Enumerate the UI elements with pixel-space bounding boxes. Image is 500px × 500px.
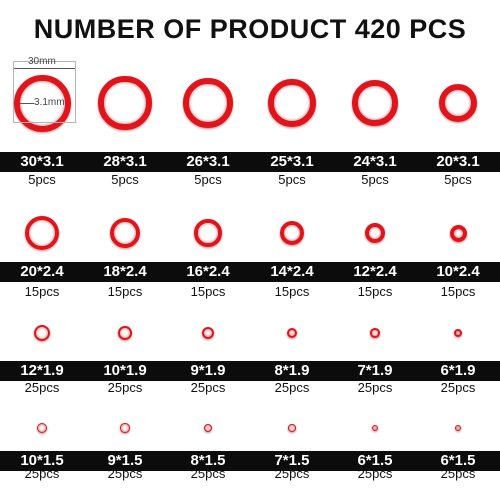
size-bar: 30*3.1 28*3.1 26*3.1 25*3.1 24*3.1 20*3.1 [0, 152, 500, 172]
quantity-label: 5pcs [444, 172, 472, 187]
o-ring [13, 74, 71, 132]
size-label: 24*3.1 [353, 153, 397, 170]
thickness-line [20, 103, 34, 104]
o-ring [268, 79, 316, 127]
quantity-label: 25pcs [24, 380, 60, 395]
o-ring [98, 76, 152, 130]
quantity-label: 15pcs [190, 284, 226, 299]
measure-box [13, 61, 76, 123]
o-ring [194, 219, 222, 247]
size-bar: 12*1.9 10*1.9 9*1.9 8*1.9 7*1.9 6*1.9 [0, 361, 500, 381]
size-label: 20*2.4 [20, 263, 64, 280]
size-label: 28*3.1 [103, 153, 147, 170]
size-label: 25*3.1 [270, 153, 314, 170]
quantity-label: 25pcs [274, 380, 310, 395]
size-label: 9*1.9 [190, 362, 226, 379]
size-label: 8*1.9 [274, 362, 310, 379]
size-label: 6*1.5 [440, 452, 476, 469]
size-label: 7*1.9 [357, 362, 393, 379]
size-label: 30*3.1 [20, 153, 64, 170]
size-label: 14*2.4 [270, 263, 314, 280]
quantity-label: 15pcs [274, 284, 310, 299]
quantity-label: 5pcs [278, 172, 306, 187]
size-label: 8*1.5 [190, 452, 226, 469]
quantity-label: 25pcs [24, 466, 60, 481]
o-ring [25, 216, 59, 250]
o-ring [280, 221, 304, 245]
o-ring [183, 78, 233, 128]
size-label: 9*1.5 [107, 452, 143, 469]
size-bar: 20*2.4 18*2.4 16*2.4 14*2.4 12*2.4 10*2.4 [0, 262, 500, 282]
o-ring [370, 328, 380, 338]
o-ring [286, 327, 298, 339]
o-ring [439, 84, 477, 122]
quantity-label: 15pcs [357, 284, 393, 299]
size-label: 10*1.5 [20, 452, 64, 469]
size-label: 18*2.4 [103, 263, 147, 280]
o-ring [118, 326, 132, 340]
o-ring [33, 324, 51, 342]
o-ring [288, 424, 296, 432]
thickness-label: 3.1mm [34, 97, 65, 108]
size-label: 12*1.9 [20, 362, 64, 379]
size-label: 16*2.4 [186, 263, 230, 280]
o-ring [352, 80, 398, 126]
o-ring [364, 222, 386, 244]
size-label: 12*2.4 [353, 263, 397, 280]
quantity-label: 25pcs [440, 466, 476, 481]
o-ring [449, 224, 467, 242]
quantity-label: 15pcs [107, 284, 143, 299]
quantity-label: 5pcs [194, 172, 222, 187]
quantity-label: 5pcs [28, 172, 56, 187]
o-ring [453, 328, 463, 338]
quantity-label: 25pcs [440, 380, 476, 395]
quantity-label: 25pcs [190, 380, 226, 395]
o-ring [454, 424, 462, 432]
page-title: NUMBER OF PRODUCT 420 PCS [33, 14, 467, 44]
o-ring [203, 423, 213, 433]
o-ring [36, 422, 48, 434]
quantity-label: 25pcs [190, 466, 226, 481]
size-label: 26*3.1 [186, 153, 230, 170]
quantity-label: 5pcs [361, 172, 389, 187]
quantity-label: 25pcs [357, 380, 393, 395]
size-label: 20*3.1 [436, 153, 480, 170]
quantity-label: 25pcs [274, 466, 310, 481]
quantity-label: 25pcs [107, 380, 143, 395]
size-label: 10*1.9 [103, 362, 147, 379]
quantity-label: 15pcs [24, 284, 60, 299]
quantity-label: 25pcs [107, 466, 143, 481]
diameter-line [14, 68, 75, 69]
size-bar: 10*1.5 9*1.5 8*1.5 7*1.5 6*1.5 6*1.5 [0, 451, 500, 471]
size-label: 10*2.4 [436, 263, 480, 280]
size-label: 6*1.9 [440, 362, 476, 379]
size-label: 6*1.5 [357, 452, 393, 469]
o-ring [120, 423, 130, 433]
diameter-label: 30mm [28, 56, 56, 67]
quantity-label: 5pcs [111, 172, 139, 187]
o-ring [371, 424, 379, 432]
quantity-label: 15pcs [440, 284, 476, 299]
quantity-label: 25pcs [357, 466, 393, 481]
o-ring [201, 326, 215, 340]
size-label: 7*1.5 [274, 452, 310, 469]
o-ring [109, 217, 141, 249]
